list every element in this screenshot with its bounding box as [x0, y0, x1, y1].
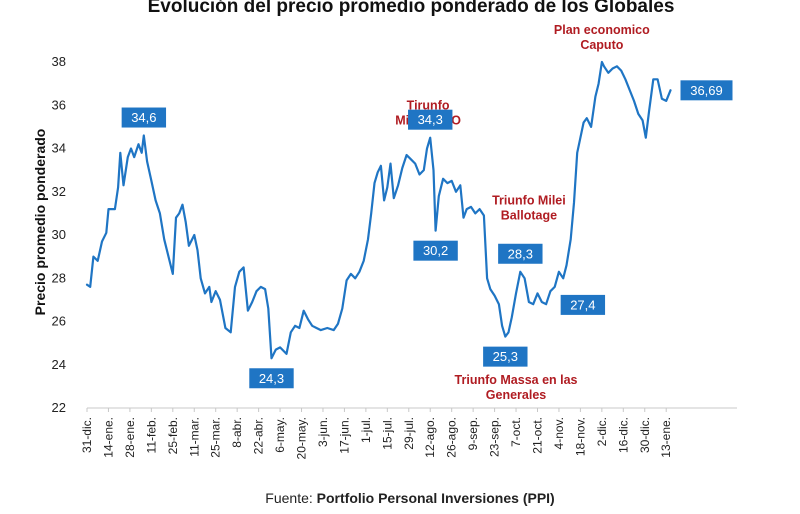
x-tick-label: 29-jul.	[402, 417, 416, 450]
x-tick-label: 22-abr.	[252, 417, 266, 454]
x-tick-label: 28-ene.	[123, 417, 137, 458]
x-tick-label: 7-oct.	[509, 417, 523, 447]
x-tick-label: 30-dic.	[638, 417, 652, 453]
source-note: Fuente: Portfolio Personal Inversiones (…	[265, 490, 554, 506]
data-label-text: 34,6	[131, 110, 156, 125]
chart-title: Evolución del precio promedio ponderado …	[148, 0, 675, 17]
data-label-text: 24,3	[259, 371, 284, 386]
data-label-box	[121, 107, 167, 128]
source-label: Fuente:	[265, 490, 312, 506]
x-tick-label: 18-nov.	[573, 417, 587, 456]
data-label-box	[483, 346, 528, 367]
data-label-box	[408, 109, 453, 130]
y-axis-label: Precio promedio ponderado	[32, 129, 48, 316]
x-tick-label: 6-may.	[273, 417, 287, 453]
data-label: 34,6	[121, 107, 167, 128]
data-label: 27,4	[560, 294, 606, 315]
event-annotation: Plan economico Caputo	[554, 23, 650, 52]
data-label-text: 34,3	[418, 112, 443, 127]
y-tick-label: 36	[52, 97, 66, 112]
x-tick-label: 2-dic.	[595, 417, 609, 446]
data-label: 34,3	[408, 109, 453, 130]
x-tick-label: 3-jun.	[316, 417, 330, 447]
x-tick-label: 11-mar.	[187, 417, 201, 457]
data-label: 30,2	[413, 240, 458, 261]
x-axis: 31-dic. 14-ene. 28-ene. 11-feb. 25-feb. 11-ma…	[80, 407, 737, 459]
x-tick-label: 14-ene.	[101, 417, 115, 458]
x-tick-label: 31-dic.	[80, 417, 94, 453]
data-label-box	[498, 243, 543, 264]
data-label-box	[249, 368, 294, 389]
x-tick-label: 26-ago.	[445, 417, 459, 458]
x-tick-label: 15-jul.	[380, 417, 394, 450]
data-label: 25,3	[483, 346, 528, 367]
y-tick-label: 32	[52, 184, 66, 199]
x-tick-label: 23-sep.	[488, 417, 502, 457]
data-label-box	[560, 294, 606, 315]
data-label: 24,3	[249, 368, 294, 389]
y-tick-label: 26	[52, 314, 66, 329]
x-tick-label: 21-oct.	[530, 417, 544, 454]
y-tick-label: 24	[52, 357, 66, 372]
source-name: Portfolio Personal Inversiones (PPI)	[317, 490, 555, 506]
data-label-layer: 34,6 24,3 34,3 30,2 25,3 28,3 27,4 36,69	[121, 80, 733, 389]
x-tick-label: 4-nov.	[552, 417, 566, 449]
y-tick-label: 22	[52, 400, 66, 415]
data-label-text: 30,2	[423, 243, 448, 258]
y-tick-label: 30	[52, 227, 66, 242]
annotation-layer: TirunfoMilei PASOPlan economicoCaputoTri…	[395, 23, 650, 402]
series-line	[85, 60, 672, 360]
x-tick-label: 1-jul.	[359, 417, 373, 443]
data-label-text: 36,69	[690, 83, 723, 98]
data-label-text: 27,4	[570, 297, 595, 312]
x-tick-label: 17-jun.	[337, 417, 351, 454]
y-tick-label: 34	[52, 141, 66, 156]
x-tick-label: 11-feb.	[144, 417, 158, 453]
y-tick-label: 28	[52, 270, 66, 285]
x-tick-label: 16-dic.	[616, 417, 630, 453]
series-layer	[85, 60, 672, 360]
x-tick-label: 20-may.	[295, 417, 309, 459]
data-label: 28,3	[498, 243, 543, 264]
data-label-text: 25,3	[493, 349, 518, 364]
y-tick-label: 38	[52, 54, 66, 69]
data-label-box	[413, 240, 458, 261]
event-annotation: Triunfo Massa en las Generales	[455, 373, 578, 402]
x-tick-label: 25-mar.	[209, 417, 223, 458]
x-tick-label: 9-sep.	[466, 417, 480, 450]
event-annotation: Triunfo Milei Ballotage	[492, 194, 566, 223]
y-axis-ticks: 22 24 26 28 30 32 34 36 38	[52, 54, 66, 415]
data-label: 36,69	[680, 80, 733, 101]
data-label-box	[680, 80, 733, 101]
x-tick-label: 8-abr.	[230, 417, 244, 448]
x-tick-label: 12-ago.	[423, 417, 437, 458]
data-label-text: 28,3	[508, 246, 533, 261]
x-tick-label: 13-ene.	[659, 417, 673, 458]
x-tick-label: 25-feb.	[166, 417, 180, 454]
